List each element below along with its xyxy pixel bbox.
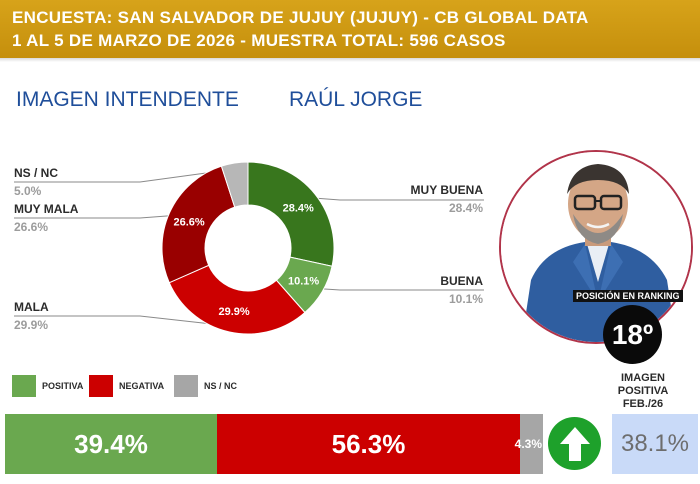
trend-up-indicator <box>548 417 601 470</box>
legend-label-negativa: NEGATIVA <box>119 381 165 391</box>
legend-item-ns-nc: NS / NC <box>174 375 237 397</box>
donut-chart: 28.4% 10.1% 29.9% 26.6% <box>14 161 484 335</box>
label-muy-mala: MUY MALA 26.6% <box>14 202 78 234</box>
label-muy-buena-value: 28.4% <box>448 201 483 215</box>
donut-slices <box>161 161 335 335</box>
candidate-name: RAÚL JORGE <box>289 88 423 111</box>
arrow-up-icon <box>559 426 590 461</box>
label-muy-mala-value: 26.6% <box>14 220 49 234</box>
label-mala-name: MALA <box>14 300 49 314</box>
legend-label-ns-nc: NS / NC <box>204 381 238 391</box>
legend-swatch-ns-nc <box>174 375 198 397</box>
header-line-1: ENCUESTA: SAN SALVADOR DE JUJUY (JUJUY) … <box>12 8 589 27</box>
bar-negativa: 56.3% <box>217 414 520 474</box>
bar-positiva: 39.4% <box>5 414 217 474</box>
label-buena-value: 10.1% <box>448 292 483 306</box>
leader-line <box>316 287 484 291</box>
label-ns-nc: NS / NC 5.0% <box>14 166 58 198</box>
donut-slice-muy-mala <box>161 165 236 284</box>
donut-slice-label: 26.6% <box>174 217 205 229</box>
donut-slice-label: 10.1% <box>288 276 319 288</box>
leader-line <box>14 214 176 219</box>
label-muy-mala-name: MUY MALA <box>14 202 79 216</box>
donut-slice-label: 28.4% <box>283 203 314 215</box>
leader-line <box>310 197 484 201</box>
label-ns-nc-name: NS / NC <box>14 166 59 180</box>
legend-swatch-negativa <box>89 375 113 397</box>
legend-label-positiva: POSITIVA <box>42 381 84 391</box>
legend-item-positiva: POSITIVA <box>12 375 83 397</box>
header-divider <box>0 58 700 62</box>
label-ns-nc-value: 5.0% <box>14 184 42 198</box>
candidate-photo <box>499 150 693 344</box>
header-banner: ENCUESTA: SAN SALVADOR DE JUJUY (JUJUY) … <box>0 0 700 58</box>
previous-title-line-2: POSITIVA <box>617 385 669 397</box>
previous-title-line-3: FEB./26 <box>622 398 664 410</box>
label-muy-buena: MUY BUENA 28.4% <box>373 183 483 215</box>
person-portrait-icon <box>501 152 691 342</box>
label-muy-buena-name: MUY BUENA <box>410 183 483 197</box>
leader-lines <box>14 168 484 327</box>
label-buena: BUENA 10.1% <box>373 274 483 306</box>
legend-swatch-positiva <box>12 375 36 397</box>
bar-ns-nc: 4.3% <box>515 414 543 474</box>
chart-title: IMAGEN INTENDENTE <box>16 88 239 111</box>
donut-slice-mala <box>168 264 306 335</box>
donut-slice-label: 29.9% <box>219 306 250 318</box>
label-buena-name: BUENA <box>440 274 483 288</box>
previous-title-line-1: IMAGEN <box>621 372 665 384</box>
ranking-label: POSICIÓN EN RANKING <box>573 290 683 302</box>
previous-period-title: IMAGEN POSITIVA FEB./26 <box>606 372 680 411</box>
leader-line <box>14 168 236 183</box>
donut-slice-muy-buena <box>247 161 335 267</box>
header-line-2: 1 AL 5 DE MARZO DE 2026 - MUESTRA TOTAL:… <box>12 31 506 50</box>
legend-item-negativa: NEGATIVA <box>89 375 164 397</box>
previous-positive-value: 38.1% <box>612 414 698 474</box>
donut-slice-ns-nc <box>220 161 249 208</box>
label-mala: MALA 29.9% <box>14 300 49 332</box>
ranking-badge: 18º <box>603 305 662 364</box>
donut-slice-labels: 28.4% 10.1% 29.9% 26.6% <box>174 203 320 318</box>
leader-line <box>14 315 231 327</box>
label-mala-value: 29.9% <box>14 318 49 332</box>
